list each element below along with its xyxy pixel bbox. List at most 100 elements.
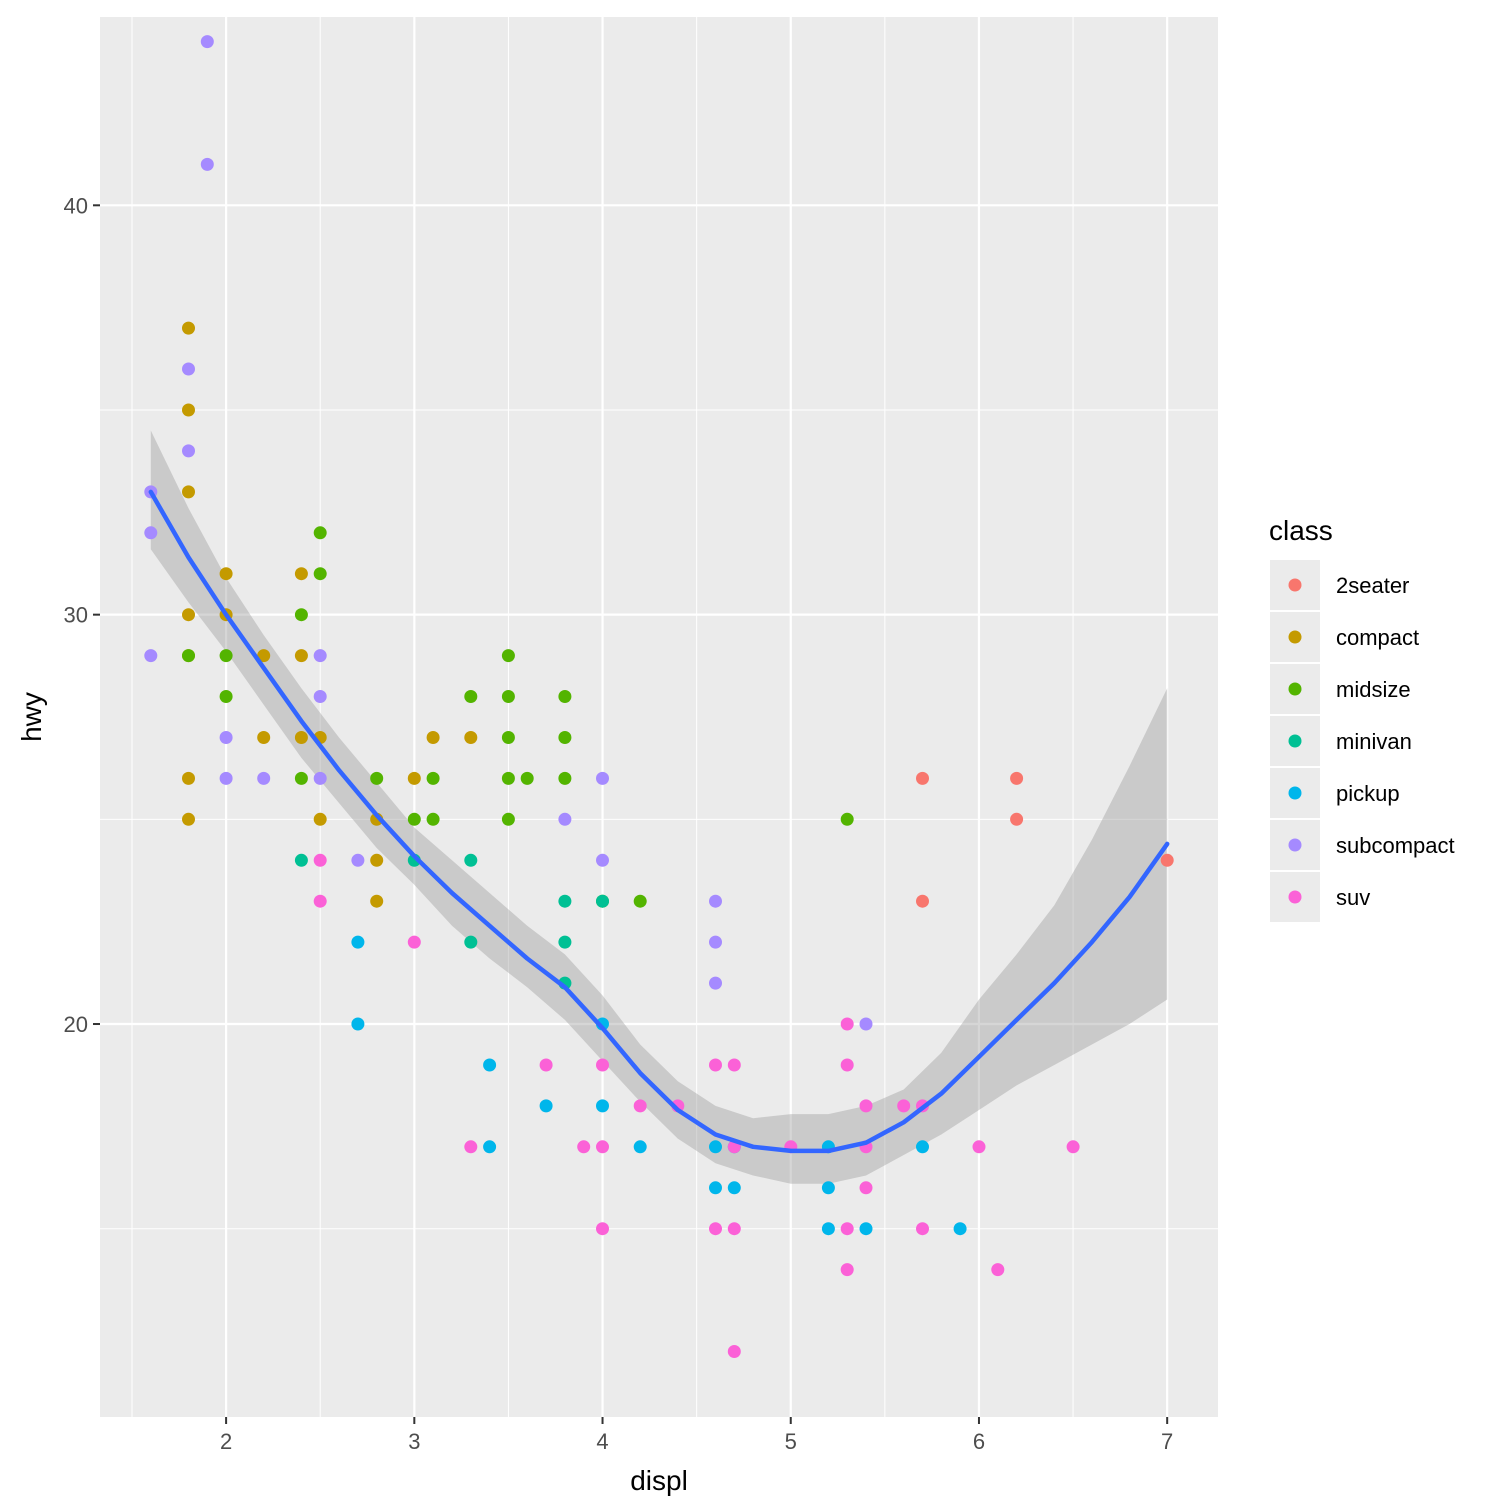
legend-label-subcompact: subcompact bbox=[1336, 833, 1455, 858]
legend-label-pickup: pickup bbox=[1336, 781, 1400, 806]
point-pickup bbox=[916, 1140, 929, 1154]
point-compact bbox=[219, 567, 233, 581]
point-compact bbox=[182, 608, 195, 622]
point-minivan bbox=[464, 935, 478, 949]
point-minivan bbox=[596, 894, 609, 908]
point-subcompact bbox=[144, 526, 158, 540]
point-suv bbox=[709, 1058, 722, 1072]
point-midsize bbox=[313, 567, 327, 581]
point-subcompact bbox=[709, 894, 722, 908]
point-compact bbox=[182, 771, 195, 785]
point-suv bbox=[859, 1099, 873, 1113]
point-compact bbox=[182, 403, 195, 417]
confidence-band bbox=[150, 430, 1168, 1184]
point-midsize bbox=[501, 731, 515, 744]
point-subcompact bbox=[144, 649, 158, 663]
point-suv bbox=[313, 853, 327, 867]
point-pickup bbox=[821, 1181, 835, 1195]
legend-swatch-pickup bbox=[1288, 786, 1302, 800]
point-suv bbox=[897, 1099, 911, 1113]
point-midsize bbox=[313, 526, 327, 540]
point-suv bbox=[464, 1140, 478, 1154]
x-tick-label: 2 bbox=[220, 1429, 232, 1454]
legend-label-compact: compact bbox=[1336, 625, 1419, 650]
y-tick-label: 30 bbox=[64, 603, 88, 628]
point-suv bbox=[577, 1140, 591, 1154]
point-compact bbox=[257, 649, 271, 663]
point-subcompact bbox=[313, 690, 327, 703]
point-compact bbox=[407, 771, 421, 785]
y-tick-label: 40 bbox=[64, 193, 88, 218]
point-midsize bbox=[501, 690, 515, 703]
point-subcompact bbox=[351, 853, 365, 867]
point-2seater bbox=[1010, 771, 1024, 785]
point-pickup bbox=[483, 1058, 497, 1072]
y-axis: 20 30 40 bbox=[64, 193, 100, 1037]
point-midsize bbox=[501, 649, 515, 663]
point-midsize bbox=[426, 812, 440, 826]
legend-swatch-midsize bbox=[1288, 682, 1302, 696]
point-subcompact bbox=[257, 771, 271, 785]
point-pickup bbox=[709, 1181, 722, 1195]
point-midsize bbox=[558, 690, 572, 703]
point-midsize bbox=[840, 812, 854, 826]
point-midsize bbox=[520, 771, 534, 785]
point-suv bbox=[840, 1058, 854, 1072]
minor-gridlines bbox=[100, 0, 1218, 1417]
point-suv bbox=[972, 1140, 986, 1154]
x-tick-label: 7 bbox=[1161, 1429, 1173, 1454]
legend-swatch-2seater bbox=[1288, 578, 1302, 592]
point-midsize bbox=[407, 812, 421, 826]
point-suv bbox=[727, 1345, 741, 1358]
point-compact bbox=[426, 731, 440, 744]
point-suv bbox=[840, 1017, 854, 1031]
x-tick-label: 4 bbox=[596, 1429, 608, 1454]
legend-title: class bbox=[1269, 515, 1333, 546]
point-suv bbox=[633, 1099, 647, 1113]
point-compact bbox=[294, 731, 308, 744]
point-suv bbox=[991, 1263, 1005, 1277]
point-midsize bbox=[370, 771, 384, 785]
point-minivan bbox=[558, 894, 572, 908]
point-pickup bbox=[709, 1140, 722, 1154]
point-compact bbox=[257, 731, 271, 744]
point-pickup bbox=[351, 935, 365, 949]
point-suv bbox=[916, 1222, 929, 1236]
point-compact bbox=[182, 485, 195, 499]
scatter-points bbox=[144, 35, 1174, 1358]
point-pickup bbox=[633, 1140, 647, 1154]
point-compact bbox=[370, 894, 384, 908]
point-pickup bbox=[859, 1222, 873, 1236]
point-2seater bbox=[1160, 853, 1174, 867]
point-midsize bbox=[219, 649, 233, 663]
confidence-ribbon bbox=[150, 430, 1168, 1184]
point-midsize bbox=[294, 771, 308, 785]
y-axis-title: hwy bbox=[16, 692, 47, 742]
point-midsize bbox=[219, 690, 233, 703]
point-compact bbox=[182, 321, 195, 335]
point-compact bbox=[370, 853, 384, 867]
point-suv bbox=[596, 1222, 609, 1236]
point-pickup bbox=[539, 1099, 553, 1113]
point-subcompact bbox=[313, 649, 327, 663]
point-subcompact bbox=[219, 731, 233, 744]
point-pickup bbox=[953, 1222, 967, 1236]
point-pickup bbox=[351, 1017, 365, 1031]
point-midsize bbox=[633, 894, 647, 908]
point-subcompact bbox=[859, 1017, 873, 1031]
point-subcompact bbox=[596, 771, 609, 785]
smooth-line bbox=[148, 489, 1170, 1154]
point-subcompact bbox=[709, 935, 722, 949]
point-suv bbox=[727, 1058, 741, 1072]
point-subcompact bbox=[219, 771, 233, 785]
point-suv bbox=[840, 1263, 854, 1277]
point-midsize bbox=[501, 771, 515, 785]
point-compact bbox=[464, 731, 478, 744]
legend-label-suv: suv bbox=[1336, 885, 1370, 910]
x-axis-title: displ bbox=[630, 1465, 688, 1496]
legend-label-midsize: midsize bbox=[1336, 677, 1411, 702]
point-pickup bbox=[596, 1099, 609, 1113]
point-suv bbox=[596, 1058, 609, 1072]
point-compact bbox=[294, 567, 308, 581]
